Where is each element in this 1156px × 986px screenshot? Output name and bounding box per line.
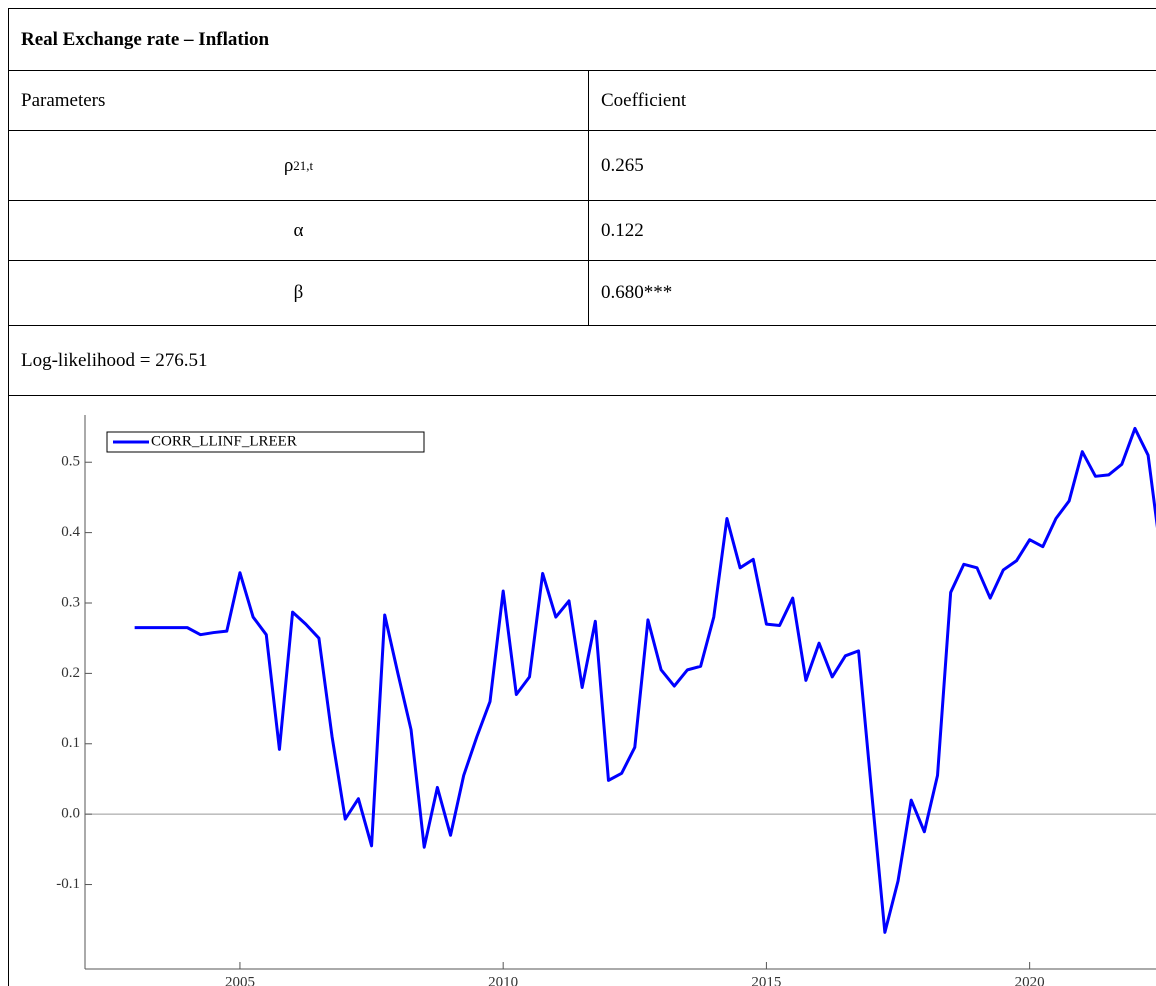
legend-box (106, 431, 425, 453)
coef-cell: 0.265 (588, 130, 1156, 200)
y-tick-label: 0.4 (61, 524, 80, 540)
x-tick-label: 2020 (1015, 974, 1045, 986)
coef-cell: 0.680*** (588, 260, 1156, 325)
y-tick-label: 0.1 (61, 735, 80, 751)
param-cell: β (8, 260, 588, 325)
param-subscript: 21,t (293, 157, 314, 173)
header-cell: Coefficient (588, 70, 1156, 130)
line-series (134, 426, 1156, 934)
y-tick-label: 0.2 (61, 665, 80, 681)
plot-area (134, 426, 1156, 934)
y-tick-label: 0.0 (61, 806, 80, 822)
x-tick-label: 2015 (751, 974, 781, 986)
x-tick-label: 2010 (488, 974, 518, 986)
param: ρ (283, 154, 294, 176)
y-tick-label: -0.1 (56, 876, 80, 892)
param-cell: α (8, 200, 588, 260)
param-cell: ρ 21,t (8, 130, 588, 200)
coef-cell: 0.122 (588, 200, 1156, 260)
table-title: Real Exchange rate – Inflation (8, 8, 1156, 70)
y-tick-label: 0.3 (61, 594, 80, 610)
legend-label: CORR_LLINF_LREER (151, 433, 297, 449)
y-tick-label: 0.5 (61, 454, 80, 470)
chart-cell (8, 395, 1156, 986)
x-tick-label: 2005 (225, 974, 255, 986)
footer-cell: Log-likelihood = 276.51 (8, 325, 1156, 395)
header-cell: Parameters (8, 70, 588, 130)
